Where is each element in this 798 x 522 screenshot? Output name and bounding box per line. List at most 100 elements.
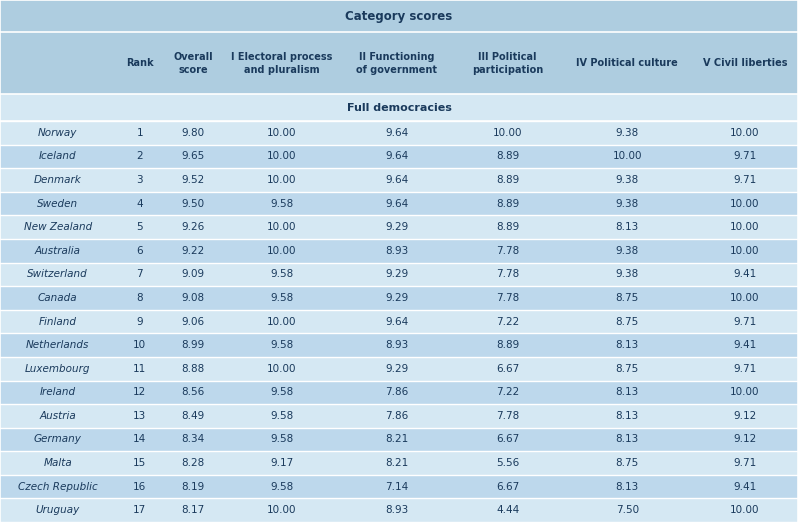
Text: 9.41: 9.41 [733, 340, 757, 350]
Bar [0, 0, 798, 32]
Text: 4: 4 [136, 199, 143, 209]
Text: 9.26: 9.26 [181, 222, 204, 232]
Text: Netherlands: Netherlands [26, 340, 89, 350]
Text: Norway: Norway [38, 128, 77, 138]
Bar [0, 334, 798, 357]
Text: 9.41: 9.41 [733, 269, 757, 279]
Text: 9.64: 9.64 [385, 175, 409, 185]
Text: 9.64: 9.64 [385, 316, 409, 327]
Text: 12: 12 [133, 387, 146, 397]
Text: 8.21: 8.21 [385, 458, 409, 468]
Text: Ireland: Ireland [40, 387, 76, 397]
Text: 7.86: 7.86 [385, 387, 409, 397]
Text: 10.00: 10.00 [267, 364, 296, 374]
Text: 9.41: 9.41 [733, 482, 757, 492]
Text: 9.29: 9.29 [385, 269, 409, 279]
Text: 9.58: 9.58 [270, 434, 293, 444]
Text: 7.14: 7.14 [385, 482, 409, 492]
Text: 9.71: 9.71 [733, 151, 757, 161]
Text: 9.64: 9.64 [385, 151, 409, 161]
Text: Malta: Malta [43, 458, 72, 468]
Text: New Zealand: New Zealand [23, 222, 92, 232]
Text: 9.38: 9.38 [616, 199, 639, 209]
Text: 8.49: 8.49 [181, 411, 204, 421]
Bar [0, 428, 798, 451]
Text: 9.64: 9.64 [385, 128, 409, 138]
Text: 5.56: 5.56 [496, 458, 519, 468]
Text: 7.78: 7.78 [496, 246, 519, 256]
Text: III Political
participation: III Political participation [472, 52, 543, 75]
Text: 9.58: 9.58 [270, 482, 293, 492]
Text: 8.13: 8.13 [616, 340, 639, 350]
Text: 9.58: 9.58 [270, 293, 293, 303]
Text: 9.50: 9.50 [181, 199, 204, 209]
Text: 7.86: 7.86 [385, 411, 409, 421]
Bar [0, 381, 798, 404]
Text: 8.56: 8.56 [181, 387, 204, 397]
Text: Austria: Austria [39, 411, 76, 421]
Text: 10.00: 10.00 [267, 316, 296, 327]
Text: 8.21: 8.21 [385, 434, 409, 444]
Text: 17: 17 [133, 505, 146, 515]
Text: 8.28: 8.28 [181, 458, 204, 468]
Text: 9.65: 9.65 [181, 151, 204, 161]
Text: Denmark: Denmark [34, 175, 81, 185]
Text: 8.75: 8.75 [616, 316, 639, 327]
Bar [0, 216, 798, 239]
Text: 3: 3 [136, 175, 143, 185]
Text: 10.00: 10.00 [493, 128, 523, 138]
Text: 8.13: 8.13 [616, 434, 639, 444]
Bar [0, 499, 798, 522]
Text: 9.80: 9.80 [181, 128, 204, 138]
Text: 10.00: 10.00 [730, 128, 760, 138]
Text: 10.00: 10.00 [730, 387, 760, 397]
Text: 9.29: 9.29 [385, 364, 409, 374]
Text: 10.00: 10.00 [730, 505, 760, 515]
Text: 8.93: 8.93 [385, 505, 409, 515]
Text: 9.12: 9.12 [733, 434, 757, 444]
Text: 9.38: 9.38 [616, 246, 639, 256]
Text: 8.13: 8.13 [616, 482, 639, 492]
Text: 9.58: 9.58 [270, 340, 293, 350]
Bar [0, 263, 798, 286]
Text: 16: 16 [133, 482, 146, 492]
Text: Uruguay: Uruguay [35, 505, 80, 515]
Text: 9.58: 9.58 [270, 269, 293, 279]
Text: 7.78: 7.78 [496, 293, 519, 303]
Text: II Functioning
of government: II Functioning of government [356, 52, 437, 75]
Text: Germany: Germany [34, 434, 81, 444]
Text: 8.17: 8.17 [181, 505, 204, 515]
Text: 1: 1 [136, 128, 143, 138]
Text: 8.88: 8.88 [181, 364, 204, 374]
Bar [0, 357, 798, 381]
Bar [0, 286, 798, 310]
Text: 7.50: 7.50 [616, 505, 639, 515]
Text: 9.58: 9.58 [270, 411, 293, 421]
Bar [0, 310, 798, 334]
Text: 2: 2 [136, 151, 143, 161]
Text: 14: 14 [133, 434, 146, 444]
Text: 8.93: 8.93 [385, 246, 409, 256]
Bar [0, 192, 798, 216]
Text: 9.38: 9.38 [616, 175, 639, 185]
Text: 10.00: 10.00 [267, 151, 296, 161]
Text: 9.38: 9.38 [616, 128, 639, 138]
Text: Luxembourg: Luxembourg [25, 364, 90, 374]
Text: Sweden: Sweden [37, 199, 78, 209]
Text: 8.89: 8.89 [496, 222, 519, 232]
Text: 9.09: 9.09 [181, 269, 204, 279]
Bar [0, 404, 798, 428]
Bar [0, 239, 798, 263]
Text: 9.52: 9.52 [181, 175, 204, 185]
Text: 10.00: 10.00 [267, 222, 296, 232]
Text: 8.89: 8.89 [496, 340, 519, 350]
Text: 4.44: 4.44 [496, 505, 519, 515]
Bar [0, 94, 798, 121]
Text: Australia: Australia [34, 246, 81, 256]
Text: 9.29: 9.29 [385, 293, 409, 303]
Text: 9.29: 9.29 [385, 222, 409, 232]
Text: 9.71: 9.71 [733, 458, 757, 468]
Bar [0, 145, 798, 168]
Bar [0, 475, 798, 499]
Text: Iceland: Iceland [39, 151, 77, 161]
